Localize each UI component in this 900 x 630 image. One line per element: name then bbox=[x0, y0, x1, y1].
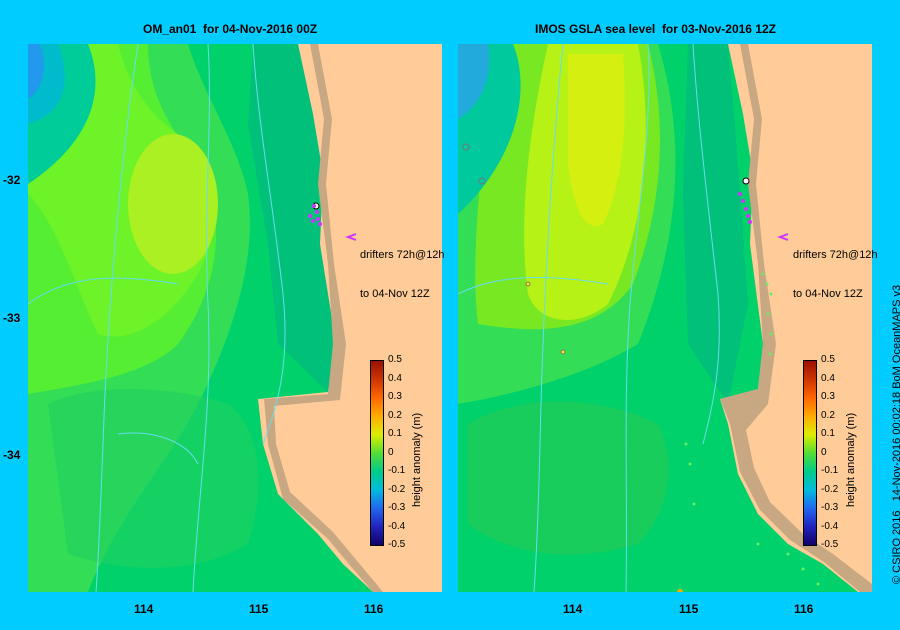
left-map-panel bbox=[28, 44, 442, 592]
colorbar-tick-label: 0.5 bbox=[388, 354, 402, 365]
right-map-panel bbox=[458, 44, 872, 592]
colorbar-tick-label: 0.3 bbox=[821, 391, 835, 402]
right-colorbar bbox=[803, 360, 817, 546]
x-tick-label: 116 bbox=[794, 602, 814, 616]
right-colorbar-title: height anomaly (m) bbox=[845, 412, 857, 507]
y-tick-label: -33 bbox=[3, 311, 21, 325]
left-drifter-note-line1: drifters 72h@12h bbox=[360, 249, 445, 261]
colorbar-tick-label: 0.3 bbox=[388, 391, 402, 402]
colorbar-tick-label: 0 bbox=[821, 446, 827, 458]
colorbar-tick-label: 0.5 bbox=[821, 354, 835, 365]
colorbar-tick-label: -0.1 bbox=[821, 465, 839, 476]
right-drifter-note: drifters 72h@12h to 04-Nov 12Z bbox=[793, 223, 878, 314]
x-tick-label: 115 bbox=[249, 602, 269, 616]
colorbar-tick-label: 0.2 bbox=[821, 409, 835, 421]
colorbar-tick-label: 0.1 bbox=[821, 428, 835, 439]
colorbar-tick-label: -0.2 bbox=[821, 483, 839, 495]
colorbar-tick-label: -0.1 bbox=[388, 465, 406, 476]
right-drifter-note-line2: to 04-Nov 12Z bbox=[793, 288, 863, 300]
left-map-title: OM_an01 for 04-Nov-2016 00Z bbox=[143, 22, 318, 36]
x-tick-label: 116 bbox=[364, 602, 384, 616]
x-tick-label: 114 bbox=[563, 602, 583, 616]
y-tick-label: -32 bbox=[3, 173, 21, 187]
colorbar-tick-label: -0.4 bbox=[821, 520, 839, 532]
y-tick-label: -34 bbox=[3, 448, 21, 462]
colorbar-tick-label: -0.5 bbox=[388, 539, 406, 550]
credit-text: © CSIRO 2016 14-Nov-2016 00:02:18 BoM Oc… bbox=[891, 284, 900, 584]
left-drifter-note: drifters 72h@12h to 04-Nov 12Z bbox=[360, 223, 445, 314]
colorbar-tick-label: -0.4 bbox=[388, 520, 406, 532]
colorbar-tick-label: 0.4 bbox=[821, 372, 835, 384]
right-map-title: IMOS GSLA sea level for 03-Nov-2016 12Z bbox=[535, 22, 776, 36]
left-drifter-note-line2: to 04-Nov 12Z bbox=[360, 288, 430, 300]
x-tick-label: 115 bbox=[679, 602, 699, 616]
colorbar-tick-label: 0.2 bbox=[388, 409, 402, 421]
right-drifter-note-line1: drifters 72h@12h bbox=[793, 249, 878, 261]
colorbar-tick-label: -0.3 bbox=[388, 502, 406, 513]
colorbar-tick-label: 0 bbox=[388, 446, 394, 458]
x-tick-label: 114 bbox=[134, 602, 154, 616]
left-colorbar bbox=[370, 360, 384, 546]
colorbar-tick-label: -0.2 bbox=[388, 483, 406, 495]
colorbar-tick-label: 0.1 bbox=[388, 428, 402, 439]
colorbar-tick-label: 0.4 bbox=[388, 372, 402, 384]
left-colorbar-title: height anomaly (m) bbox=[411, 412, 423, 507]
colorbar-tick-label: -0.5 bbox=[821, 539, 839, 550]
colorbar-tick-label: -0.3 bbox=[821, 502, 839, 513]
